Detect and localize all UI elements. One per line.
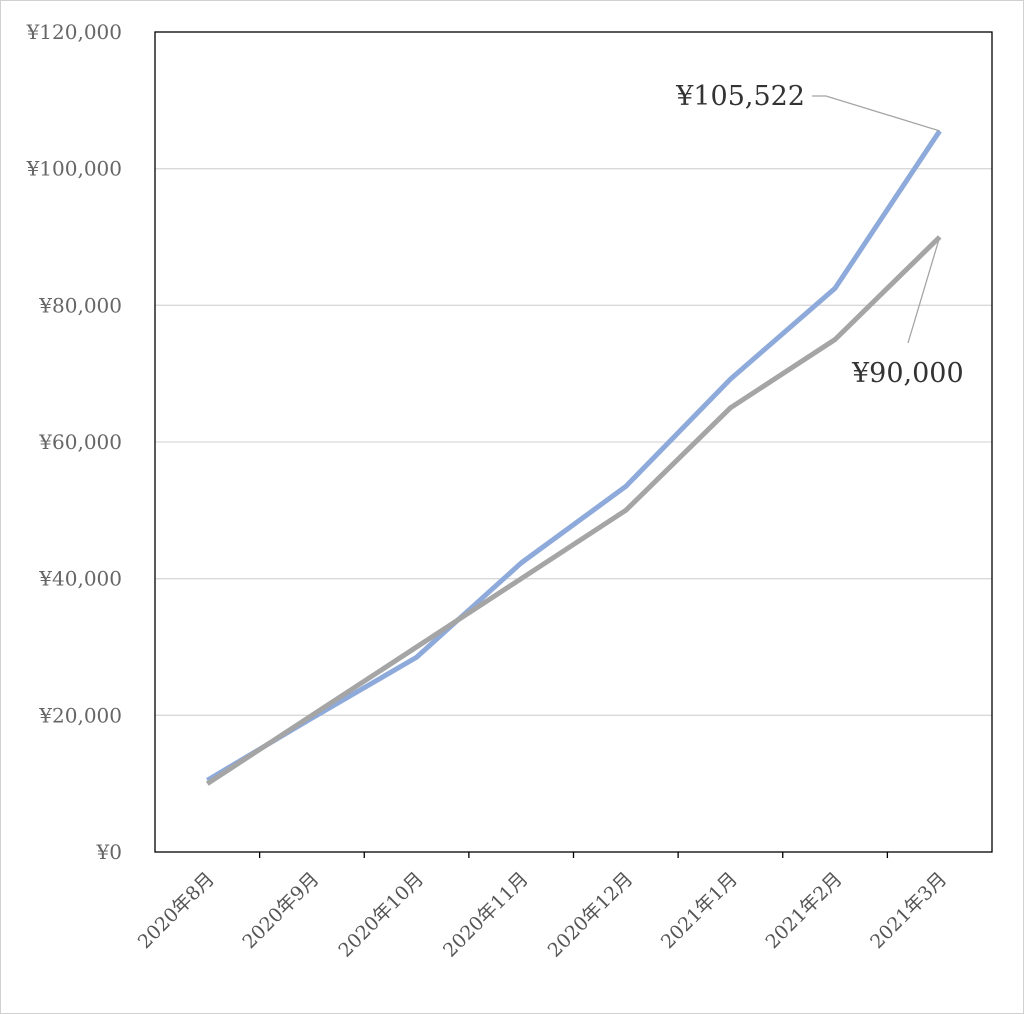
x-tick-label: 2021年1月 bbox=[657, 868, 742, 953]
x-tick-label: 2020年12月 bbox=[544, 868, 638, 962]
data-label: ¥105,522 bbox=[675, 81, 805, 112]
y-tick-label: ¥40,000 bbox=[38, 567, 122, 591]
x-tick-label: 2020年11月 bbox=[439, 868, 533, 962]
x-tick-label: 2021年3月 bbox=[866, 868, 951, 953]
y-tick-label: ¥80,000 bbox=[38, 293, 122, 317]
y-tick-label: ¥0 bbox=[96, 840, 122, 864]
y-tick-label: ¥120,000 bbox=[26, 20, 122, 44]
series-line-0 bbox=[206, 129, 942, 783]
y-tick-label: ¥20,000 bbox=[38, 703, 122, 727]
series-line-1 bbox=[205, 235, 942, 786]
x-tick-label: 2020年10月 bbox=[334, 868, 428, 962]
leader-line bbox=[907, 236, 941, 344]
y-tick-label: ¥60,000 bbox=[38, 430, 122, 454]
y-tick-label: ¥100,000 bbox=[26, 157, 122, 181]
leader-line bbox=[812, 95, 940, 132]
data-label: ¥90,000 bbox=[851, 358, 964, 389]
x-tick-label: 2021年2月 bbox=[761, 868, 846, 953]
x-tick-label: 2020年9月 bbox=[238, 868, 323, 953]
x-tick-label: 2020年8月 bbox=[134, 868, 219, 953]
